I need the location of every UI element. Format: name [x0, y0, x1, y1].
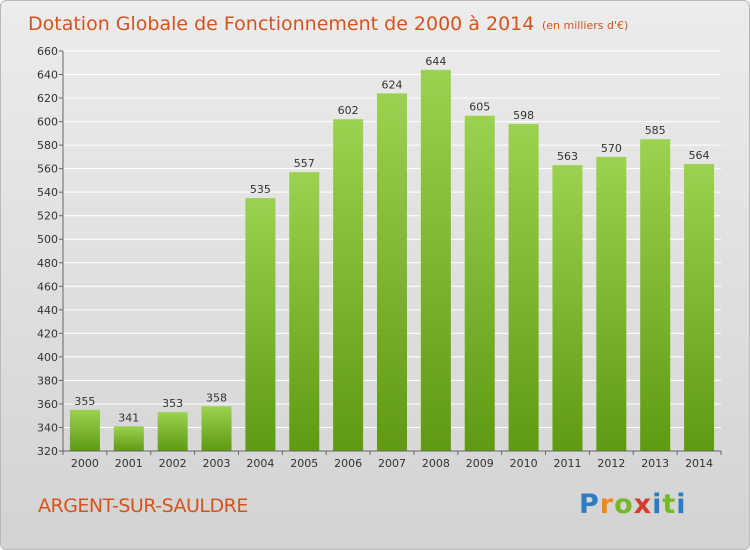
bar	[552, 165, 583, 451]
bar	[464, 115, 495, 452]
bar-value-label: 557	[294, 157, 315, 170]
bar-value-label: 564	[689, 149, 710, 162]
x-tick-label: 2001	[115, 457, 143, 470]
bar	[508, 123, 539, 452]
bar	[640, 139, 671, 451]
bar	[201, 406, 232, 451]
bar-value-label: 605	[469, 101, 490, 114]
bar	[289, 172, 320, 452]
y-tick-label: 480	[37, 257, 58, 270]
logo-letter: r	[599, 489, 615, 520]
x-tick-label: 2004	[246, 457, 274, 470]
logo-letter: o	[614, 489, 634, 520]
y-tick-label: 400	[37, 351, 58, 364]
logo-letter: P	[579, 489, 600, 520]
y-tick-label: 600	[37, 116, 58, 129]
x-tick-label: 2010	[510, 457, 538, 470]
x-tick-label: 2003	[203, 457, 231, 470]
bar-value-label: 353	[162, 397, 183, 410]
chart-title: Dotation Globale de Fonctionnement de 20…	[28, 13, 534, 35]
y-tick-label: 320	[37, 445, 58, 458]
bar	[596, 156, 627, 451]
x-axis: 2000 2001 2002 2003 2004 2005 2006 2007 2008 2009…	[62, 450, 722, 470]
bar	[69, 409, 100, 451]
bar	[157, 412, 188, 451]
logo-letter: x	[633, 489, 653, 520]
bar-value-label: 644	[425, 55, 446, 68]
bar-value-label: 570	[601, 142, 622, 155]
x-tick-label: 2009	[466, 457, 494, 470]
bar	[333, 119, 364, 451]
y-tick-label: 420	[37, 327, 58, 340]
y-tick-label: 460	[37, 280, 58, 293]
y-tick-label: 640	[37, 69, 58, 82]
bar-value-label: 598	[513, 109, 534, 122]
y-tick-label: 560	[37, 163, 58, 176]
y-tick-label: 660	[37, 45, 58, 58]
bar	[245, 198, 276, 451]
x-tick-label: 2007	[378, 457, 406, 470]
bar-value-label: 585	[645, 124, 666, 137]
bar-value-label: 358	[206, 391, 227, 404]
bar	[377, 93, 407, 452]
y-tick-label: 620	[37, 92, 58, 105]
bar	[113, 426, 144, 451]
x-tick-label: 2008	[422, 457, 450, 470]
proxiti-logo: Proxiti	[579, 489, 687, 520]
bar	[420, 69, 451, 451]
x-tick-label: 2013	[641, 457, 669, 470]
x-tick-label: 2014	[685, 457, 713, 470]
x-tick-label: 2000	[71, 457, 99, 470]
x-tick-label: 2006	[334, 457, 362, 470]
bar	[684, 163, 715, 452]
y-tick-label: 380	[37, 374, 58, 387]
y-tick-label: 580	[37, 139, 58, 152]
bars: 355 341 353 358 535 557 602 624 644 605 598 563 570 5…	[69, 55, 715, 452]
bar-value-label: 624	[382, 78, 403, 91]
y-tick-label: 500	[37, 233, 58, 246]
bar-value-label: 355	[74, 395, 95, 408]
logo-letter: i	[652, 489, 663, 520]
y-tick-label: 340	[37, 421, 58, 434]
y-tick-label: 440	[37, 304, 58, 317]
y-tick-label: 540	[37, 186, 58, 199]
x-tick-label: 2012	[597, 457, 625, 470]
y-tick-label: 520	[37, 210, 58, 223]
y-tick-label: 360	[37, 398, 58, 411]
logo-letter: i	[676, 489, 687, 520]
bar-value-label: 341	[118, 411, 139, 424]
bar-value-label: 535	[250, 183, 271, 196]
y-axis: 320 340 360 380 400 420 440 460 480 500 520 540 560 5…	[37, 45, 64, 458]
x-tick-label: 2005	[290, 457, 318, 470]
commune-name: ARGENT-SUR-SAULDRE	[38, 495, 248, 517]
bar-value-label: 602	[338, 104, 359, 117]
x-tick-label: 2011	[553, 457, 581, 470]
logo-letter: t	[662, 489, 677, 520]
x-tick-label: 2002	[159, 457, 187, 470]
unit-note: (en milliers d'€)	[542, 19, 628, 32]
bar-value-label: 563	[557, 150, 578, 163]
